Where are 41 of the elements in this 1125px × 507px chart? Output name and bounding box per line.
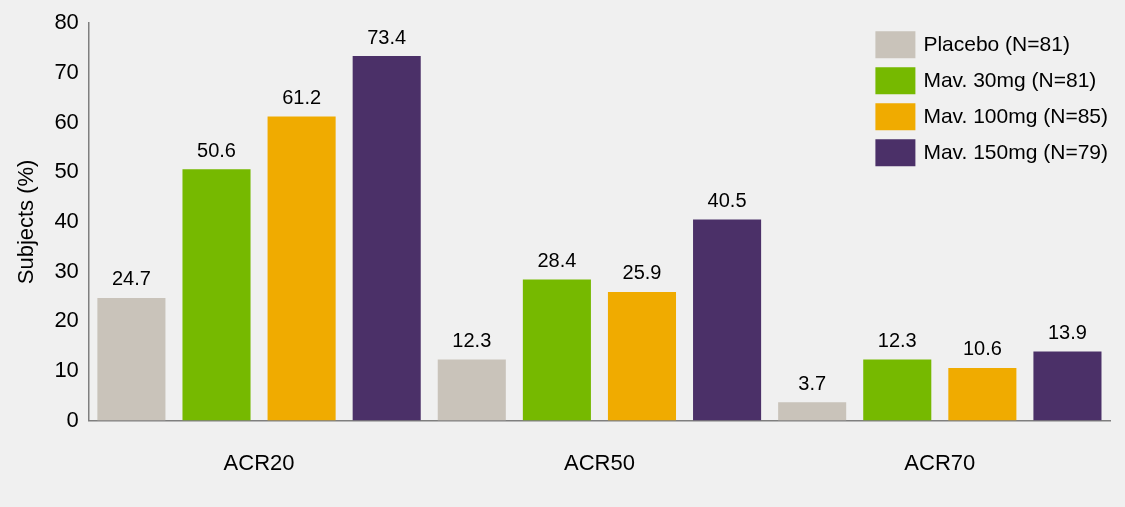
y-tick-label: 40 [54, 207, 79, 233]
bar [863, 359, 932, 421]
y-tick-label: 80 [54, 9, 79, 35]
y-tick-label: 0 [66, 406, 79, 432]
bar [778, 402, 847, 421]
data-label: 50.6 [197, 138, 236, 161]
bar [1033, 351, 1102, 421]
data-label: 3.7 [798, 371, 827, 394]
data-label: 12.3 [877, 329, 917, 352]
x-tick-label: ACR50 [563, 449, 635, 475]
y-axis-title: Subjects (%) [13, 159, 39, 285]
bar [693, 219, 762, 421]
data-label: 12.3 [452, 329, 492, 352]
x-tick-label: ACR70 [904, 449, 976, 475]
y-tick-label: 20 [54, 307, 79, 333]
data-label: 73.4 [367, 25, 407, 48]
y-tick-label: 50 [54, 158, 79, 184]
bar [97, 297, 166, 421]
legend-label: Mav. 150mg (N=79) [923, 140, 1109, 163]
legend-label: Mav. 30mg (N=81) [923, 68, 1097, 91]
data-label: 25.9 [622, 261, 662, 284]
bar [352, 55, 421, 421]
data-label: 40.5 [707, 188, 747, 211]
y-tick-label: 60 [54, 108, 79, 134]
y-tick-label: 70 [54, 58, 79, 84]
y-tick-label: 10 [54, 356, 79, 382]
data-label: 61.2 [282, 86, 322, 109]
x-tick-label: ACR20 [223, 449, 295, 475]
legend-label: Mav. 100mg (N=85) [923, 104, 1109, 127]
legend-label: Placebo (N=81) [923, 32, 1070, 55]
bar [522, 279, 591, 421]
bar [948, 367, 1017, 421]
data-label: 24.7 [111, 267, 151, 290]
y-tick-label: 30 [54, 257, 79, 283]
bar [607, 291, 677, 421]
data-label: 13.9 [1047, 321, 1087, 344]
data-label: 28.4 [537, 249, 577, 272]
bar [182, 169, 251, 421]
bar [437, 359, 506, 421]
data-label: 10.6 [962, 337, 1002, 360]
bar [267, 116, 336, 421]
